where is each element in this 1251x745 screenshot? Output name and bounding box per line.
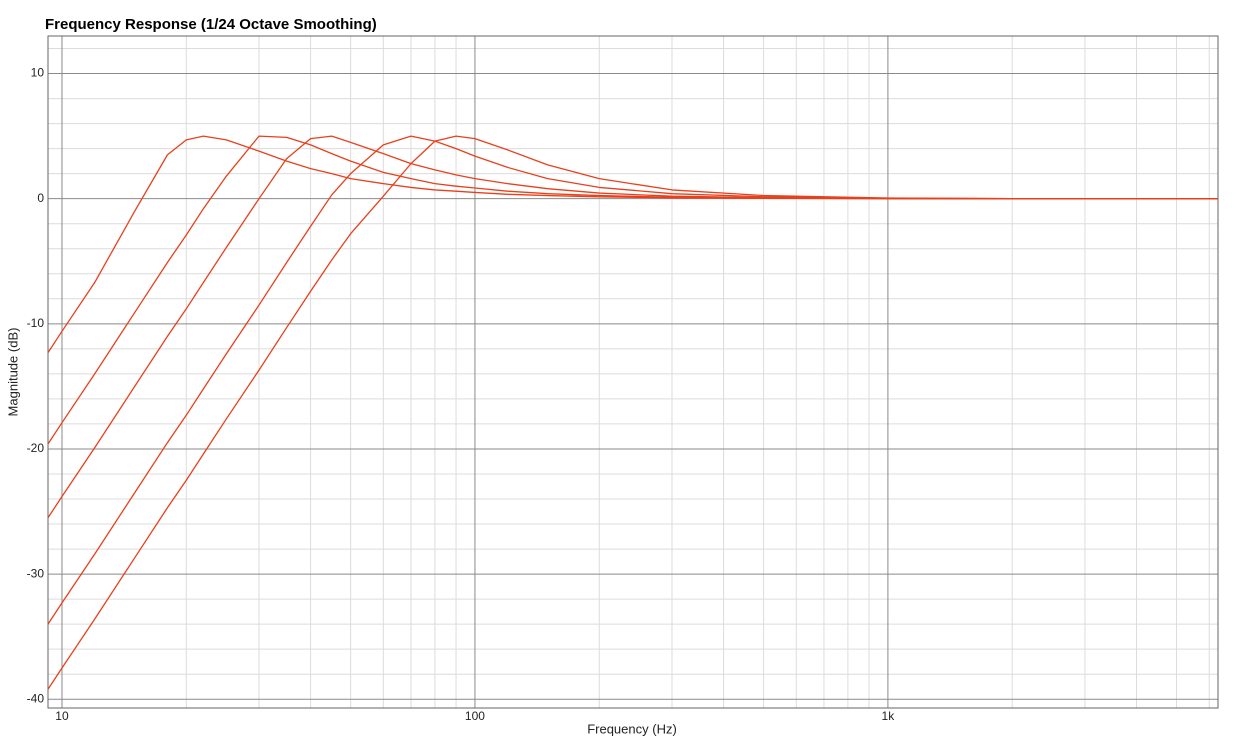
x-tick-label: 100 (465, 709, 485, 723)
y-tick-label: -40 (27, 691, 45, 705)
y-tick-label: -20 (27, 441, 45, 455)
plot-frame (47, 35, 1219, 709)
y-tick-label: -10 (27, 316, 45, 330)
series-line (47, 135, 1218, 690)
y-tick-label: 10 (31, 66, 45, 80)
y-axis-label: Magnitude (dB) (5, 328, 20, 417)
series-line (47, 135, 1218, 353)
series-line (47, 135, 1218, 445)
series-line (47, 135, 1218, 519)
y-tick-label: 0 (37, 191, 44, 205)
chart-title: Frequency Response (1/24 Octave Smoothin… (45, 16, 377, 33)
x-axis-label: Frequency (Hz) (587, 721, 677, 736)
x-tick-label: 1k (882, 709, 896, 723)
series-line (47, 135, 1218, 625)
x-tick-label: 10 (55, 709, 69, 723)
y-tick-label: -30 (27, 566, 45, 580)
